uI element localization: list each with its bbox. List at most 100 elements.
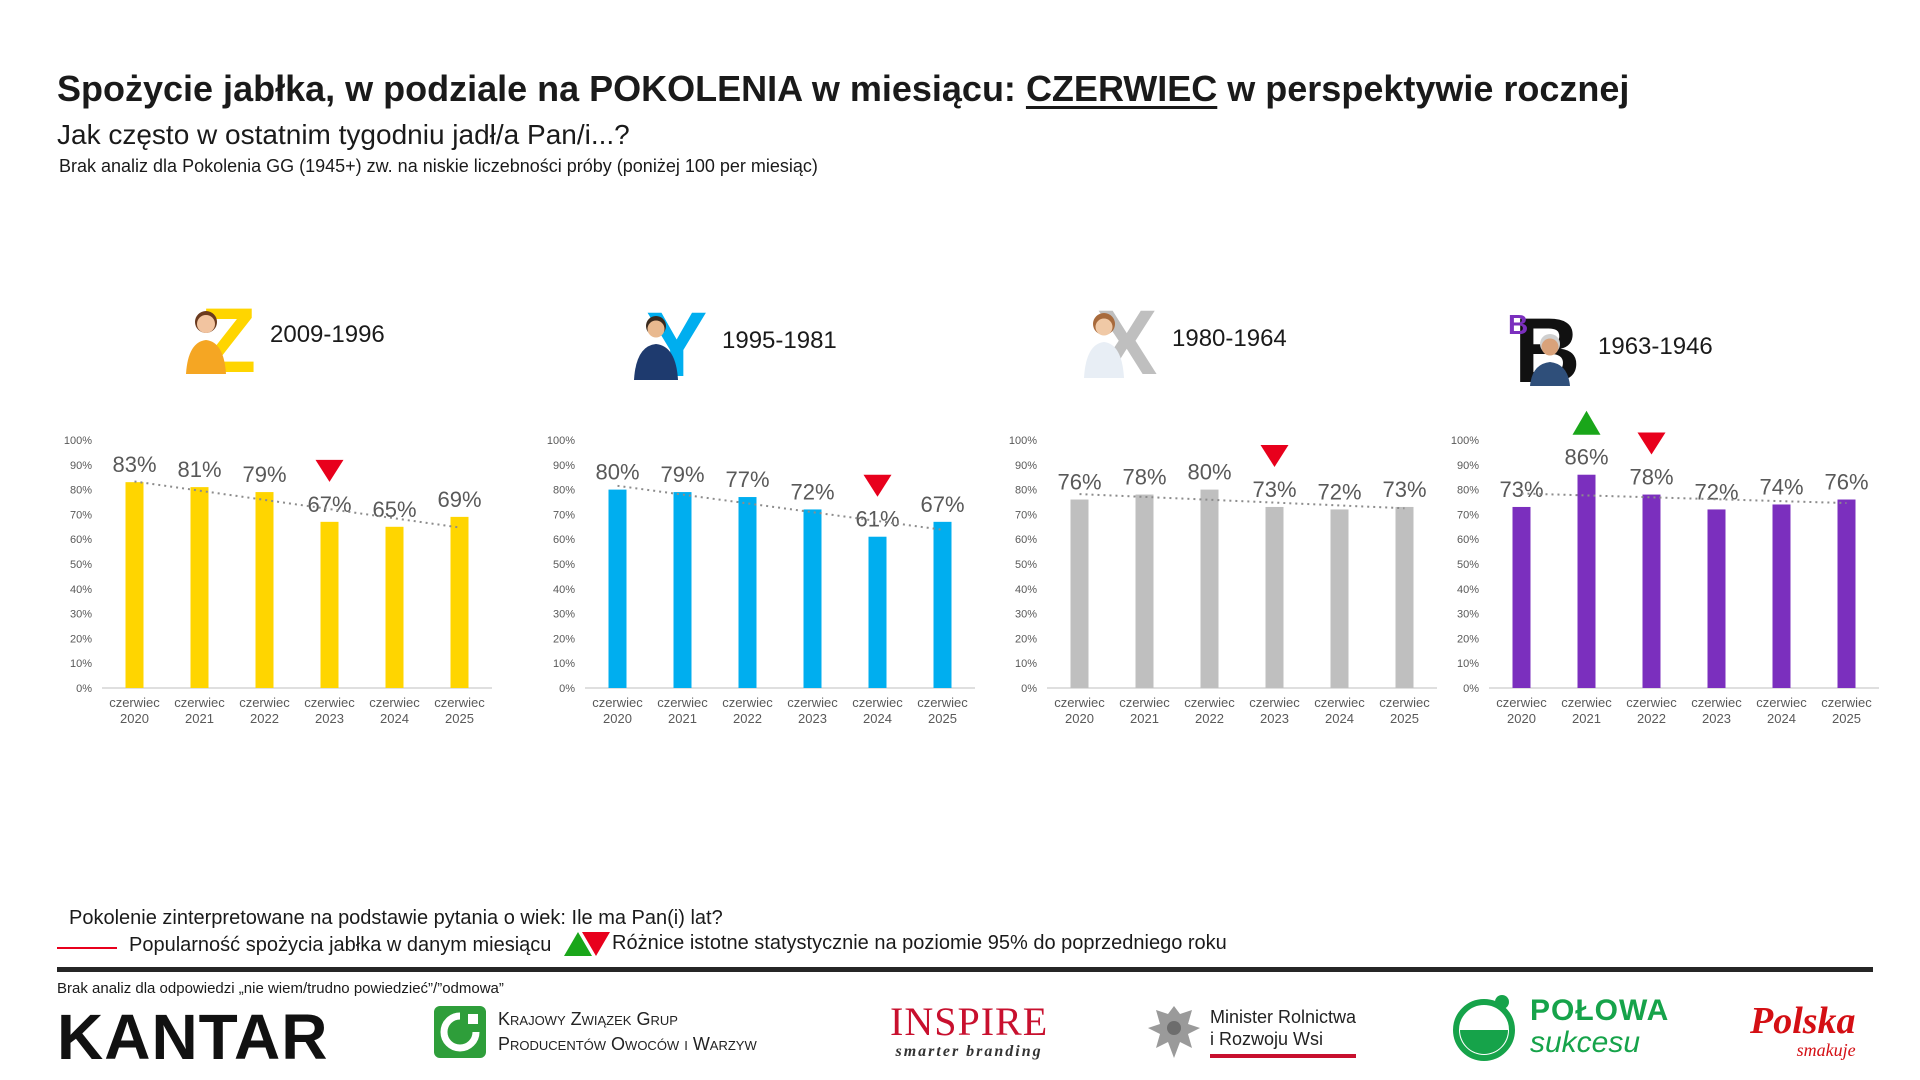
bar (673, 492, 692, 688)
significance-down-marker (1260, 444, 1289, 467)
polowa-sukcesu-logo: POŁOWA sukcesu (1450, 992, 1669, 1062)
data-label: 80% (1187, 460, 1231, 485)
x-tick-label: 2022 (1637, 711, 1666, 726)
y-tick-label: 50% (1457, 559, 1479, 571)
generation-header-x: X 1980-1964 (1082, 300, 1287, 378)
bar (125, 482, 144, 688)
x-tick-label: 2021 (668, 711, 697, 726)
y-tick-label: 20% (1015, 633, 1037, 645)
sample-note: Brak analiz dla Pokolenia GG (1945+) zw.… (59, 156, 818, 176)
x-tick-label: czerwiec (592, 695, 643, 710)
polowa-line1: POŁOWA (1530, 994, 1670, 1027)
minister-line1: Minister Rolnictwa (1210, 1007, 1357, 1027)
y-tick-label: 50% (1015, 559, 1037, 571)
data-label: 73% (1499, 477, 1543, 502)
y-tick-label: 0% (1021, 683, 1037, 695)
y-tick-label: 20% (70, 633, 92, 645)
generation-header-b: B B 1963-1946 (1508, 308, 1713, 386)
y-tick-label: 0% (1463, 683, 1479, 695)
x-tick-label: 2021 (185, 711, 214, 726)
y-tick-label: 20% (553, 633, 575, 645)
data-label: 81% (177, 457, 221, 482)
data-label: 73% (1382, 477, 1426, 502)
trend-line (617, 484, 943, 531)
chart-svg: 0% 10% 20% 30% 40% 50% 60% 70% 80% 90% 100% 80% czer… (547, 435, 975, 726)
y-tick-label: 30% (1015, 609, 1037, 621)
data-label: 74% (1759, 474, 1803, 499)
data-label: 67% (920, 492, 964, 517)
polska-line1: Polska (1750, 1000, 1856, 1042)
x-tick-label: 2024 (1325, 711, 1354, 726)
inspire-wordmark: INSPIRE (890, 999, 1049, 1044)
legend-line-label: Popularność spożycia jabłka w danym mies… (129, 934, 552, 956)
y-tick-label: 100% (1009, 435, 1037, 447)
x-tick-label: czerwiec (787, 695, 838, 710)
bar (450, 516, 469, 688)
title-highlight: CZERWIEC (1025, 68, 1218, 109)
x-tick-label: 2023 (798, 711, 827, 726)
data-label: 80% (595, 460, 639, 485)
bar (1070, 499, 1089, 688)
y-tick-label: 10% (1457, 658, 1479, 670)
bar (1642, 494, 1661, 688)
x-tick-label: czerwiec (174, 695, 225, 710)
y-tick-label: 100% (1451, 435, 1479, 447)
data-label: 72% (1317, 479, 1361, 504)
polska-smakuje-logo: Polska smakuje (1750, 1002, 1856, 1061)
bar (1135, 494, 1154, 688)
y-tick-label: 80% (1015, 485, 1037, 497)
x-tick-label: 2025 (445, 711, 474, 726)
x-tick-label: 2024 (863, 711, 892, 726)
generation-header-y: Y 1995-1981 (632, 302, 837, 380)
x-tick-label: 2022 (250, 711, 279, 726)
x-tick-label: 2025 (928, 711, 957, 726)
significance-down-marker (863, 474, 892, 497)
generation-y-avatar: Y (632, 302, 710, 380)
y-tick-label: 60% (1015, 534, 1037, 546)
bar (255, 492, 274, 688)
kantar-logo: KANTAR (57, 1001, 329, 1073)
chart-generation-y: 0% 10% 20% 30% 40% 50% 60% 70% 80% 90% 100% 80% czer… (540, 430, 980, 750)
y-tick-label: 100% (64, 435, 92, 447)
data-label: 72% (790, 479, 834, 504)
x-tick-label: czerwiec (1249, 695, 1300, 710)
data-label: 78% (1122, 465, 1166, 490)
bar (320, 521, 339, 688)
kzg-line1: Krajowy Związek Grup (498, 1009, 678, 1029)
x-tick-label: czerwiec (722, 695, 773, 710)
x-tick-label: 2023 (315, 711, 344, 726)
trend-line (134, 480, 460, 529)
x-tick-label: 2021 (1572, 711, 1601, 726)
kzg-emblem-icon (434, 1006, 486, 1058)
x-tick-label: czerwiec (1379, 695, 1430, 710)
data-label: 76% (1824, 470, 1868, 495)
y-tick-label: 80% (1457, 485, 1479, 497)
x-tick-label: czerwiec (1691, 695, 1742, 710)
bar (1200, 489, 1219, 688)
generation-b-avatar: B B (1508, 308, 1586, 386)
bar (1330, 509, 1349, 688)
chart-svg: 0% 10% 20% 30% 40% 50% 60% 70% 80% 90% 100% 73% czer… (1451, 410, 1879, 726)
bar (1577, 474, 1596, 688)
chart-generation-x: 0% 10% 20% 30% 40% 50% 60% 70% 80% 90% 100% 76% czer… (1002, 430, 1442, 750)
generation-label: 1995-1981 (722, 327, 837, 354)
apple-half-icon (1453, 995, 1515, 1061)
x-tick-label: 2024 (1767, 711, 1796, 726)
bar (608, 489, 627, 688)
data-label: 73% (1252, 477, 1296, 502)
data-label: 69% (437, 487, 481, 512)
bar (933, 521, 952, 688)
bar (1772, 504, 1791, 688)
y-tick-label: 40% (1457, 584, 1479, 596)
significance-down-marker (315, 459, 344, 482)
x-tick-label: 2022 (733, 711, 762, 726)
y-tick-label: 70% (1457, 509, 1479, 521)
generation-header-z: Z 2009-1996 (180, 296, 385, 374)
x-tick-label: 2025 (1832, 711, 1861, 726)
eagle-emblem-icon (1148, 1006, 1200, 1058)
y-tick-label: 70% (1015, 509, 1037, 521)
data-label: 83% (112, 452, 156, 477)
title-part1: Spożycie jabłka, w podziale na POKOLENIA… (57, 68, 1026, 109)
generation-z-avatar: Z (180, 296, 258, 374)
bar (738, 497, 757, 688)
